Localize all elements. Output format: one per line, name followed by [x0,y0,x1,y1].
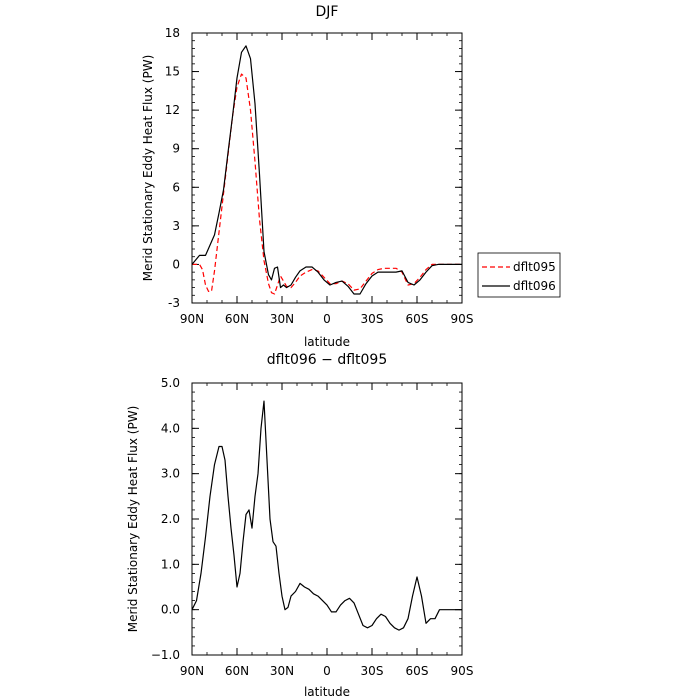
x-tick-label: 90N [180,312,204,326]
tick-layer: 90N 60N 30N 0 30S 60S 90S −1.0 0.0 1.0 2.0 3.0 4.0 5.… [151,376,474,678]
y-tick-label: -3 [168,296,180,310]
x-axis-label: latitude [304,335,350,349]
series-line-difference [191,400,462,631]
plot-frame [191,32,463,304]
x-tick-label: 30S [361,664,384,678]
panel-title: dflt096 − dflt095 [267,352,387,368]
series-layer [191,45,462,295]
y-tick-label: 9 [172,142,180,156]
x-tick-label: 60S [406,312,429,326]
y-tick-label: 4.0 [161,421,180,435]
legend: dflt095 dflt096 [477,252,561,298]
y-tick-label: 0 [172,257,180,271]
plot-frame [191,382,463,656]
series-layer [191,400,462,631]
y-tick-label: 2.0 [161,512,180,526]
legend-box [477,252,561,298]
legend-label-dflt096: dflt096 [513,279,556,293]
x-tick-label: 30N [270,312,294,326]
y-tick-label: 3 [172,219,180,233]
x-tick-label: 60S [406,664,429,678]
x-tick-label: 0 [323,664,331,678]
series-line-dflt095 [192,73,462,295]
tick-layer: 90N 60N 30N 0 30S 60S 90S -3 0 3 6 9 12 15 18 [165,26,474,326]
y-axis-label: Merid Stationary Eddy Heat Flux (PW) [141,55,155,282]
y-tick-label: 0.0 [161,603,180,617]
x-tick-label: 0 [323,312,331,326]
x-tick-label: 90N [180,664,204,678]
x-tick-label: 60N [225,312,249,326]
y-tick-label: 5.0 [161,376,180,390]
y-tick-label: 3.0 [161,467,180,481]
y-tick-label: 1.0 [161,557,180,571]
y-tick-label: 15 [165,65,180,79]
y-axis-label: Merid Stationary Eddy Heat Flux (PW) [126,406,140,633]
series-line-dflt096 [191,45,462,295]
panel-djf: DJF 90N 60N 30N 0 30S 60S 90S -3 0 3 6 9 12 15 18 lati… [141,4,561,349]
legend-label-dflt095: dflt095 [513,260,556,274]
x-axis-label: latitude [304,685,350,699]
panel-difference: dflt096 − dflt095 90N 60N 30N 0 30S 60S 90S −1.… [126,352,473,699]
y-tick-label: 6 [172,180,180,194]
y-tick-label: 12 [165,103,180,117]
y-tick-label: 18 [165,26,180,40]
x-tick-label: 30S [361,312,384,326]
x-tick-label: 90S [451,312,474,326]
x-tick-label: 60N [225,664,249,678]
x-tick-label: 30N [270,664,294,678]
x-tick-label: 90S [451,664,474,678]
y-tick-label: −1.0 [151,648,180,662]
panel-title: DJF [316,4,339,20]
